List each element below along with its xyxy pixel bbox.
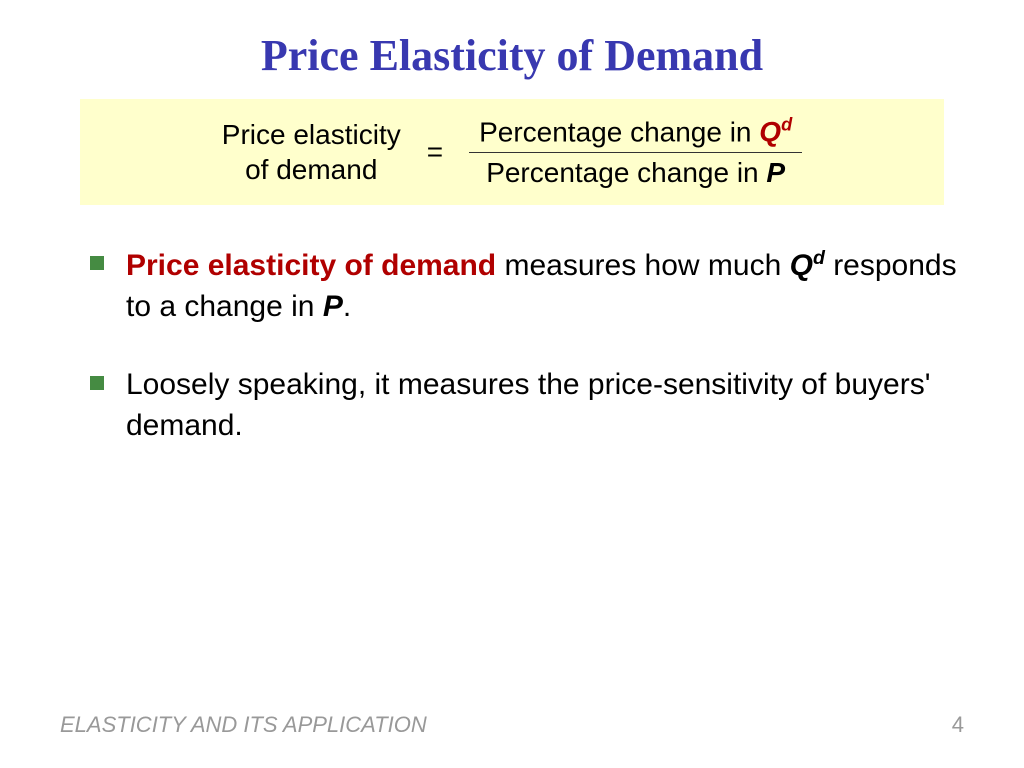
numerator-prefix: Percentage change in [479, 116, 759, 147]
formula-left-line2: of demand [245, 154, 377, 185]
bullet-square-icon [90, 376, 104, 390]
p-variable: P [766, 157, 785, 188]
equals-sign: = [427, 136, 443, 168]
slide: Price Elasticity of Demand Price elastic… [0, 0, 1024, 768]
page-number: 4 [952, 712, 964, 738]
denominator-prefix: Percentage change in [486, 157, 766, 188]
key-term: Price elasticity of demand [126, 249, 496, 282]
bullet-square-icon [90, 256, 104, 270]
bullet-text: Price elasticity of demand measures how … [126, 245, 964, 327]
p-inline: P [323, 290, 343, 323]
formula-left: Price elasticity of demand [222, 117, 401, 187]
formula-box: Price elasticity of demand = Percentage c… [80, 99, 944, 205]
formula-left-line1: Price elasticity [222, 119, 401, 150]
qd-variable: Qd [759, 116, 792, 147]
bullet-list: Price elasticity of demand measures how … [60, 245, 964, 446]
fraction-denominator: Percentage change in P [476, 153, 795, 193]
fraction-numerator: Percentage change in Qd [469, 111, 802, 152]
slide-title: Price Elasticity of Demand [60, 30, 964, 81]
bullet-text: Loosely speaking, it measures the price-… [126, 365, 964, 446]
bullet-item: Loosely speaking, it measures the price-… [90, 365, 964, 446]
text-span: . [343, 290, 351, 323]
text-span: measures how much [496, 249, 789, 282]
qd-inline: Qd [790, 249, 825, 282]
bullet-item: Price elasticity of demand measures how … [90, 245, 964, 327]
formula-fraction: Percentage change in Qd Percentage chang… [469, 111, 802, 193]
footer-chapter-title: ELASTICITY AND ITS APPLICATION [60, 712, 427, 738]
